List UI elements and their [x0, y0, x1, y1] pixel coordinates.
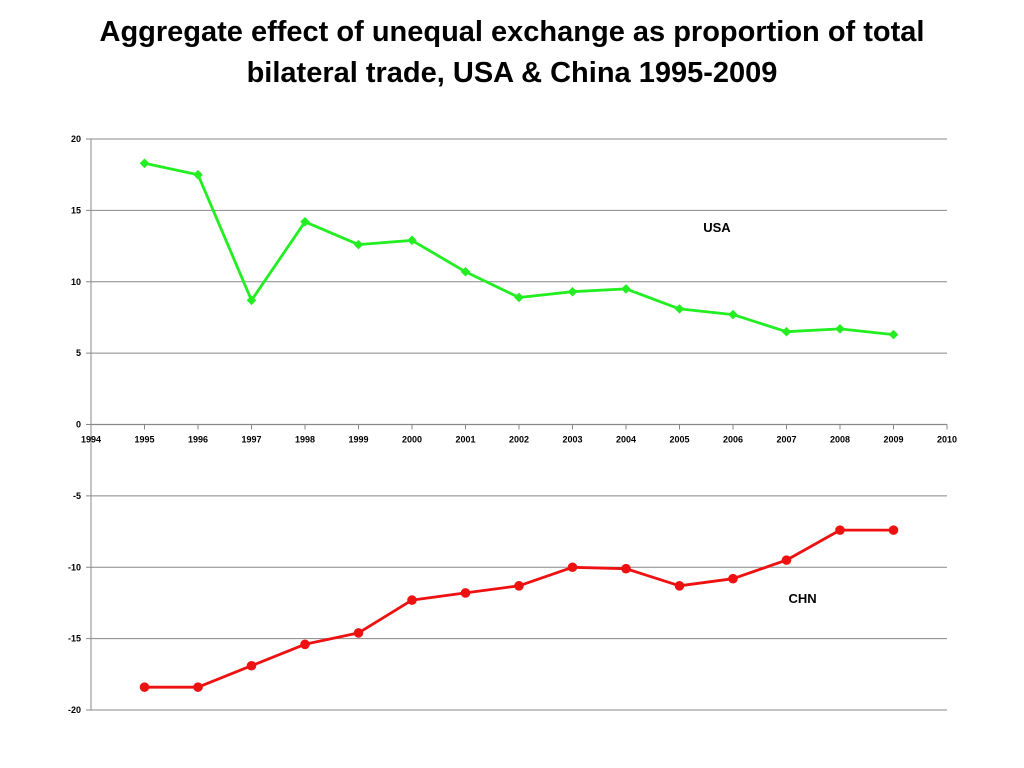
y-tick-label: 20 [71, 134, 81, 144]
x-tick-label: 2004 [616, 435, 636, 445]
x-tick-label: 2007 [776, 435, 796, 445]
data-series [139, 158, 899, 692]
data-point-usa-1997 [246, 295, 257, 306]
data-point-chn-2001 [460, 588, 471, 598]
y-tick-label: -5 [73, 491, 81, 501]
data-point-usa-2003 [567, 286, 578, 297]
data-point-chn-2006 [728, 573, 738, 584]
data-point-chn-2007 [781, 555, 792, 565]
x-tick-label: 2008 [830, 435, 850, 445]
x-tick-label: 2009 [883, 435, 903, 445]
data-point-chn-2008 [835, 525, 845, 535]
data-point-chn-2003 [567, 562, 578, 573]
data-point-chn-1995 [139, 682, 150, 692]
y-tick-label: 0 [76, 420, 81, 430]
data-point-chn-2005 [674, 581, 685, 591]
annotation-chn: CHN [788, 591, 816, 606]
x-tick-label: 2002 [509, 435, 529, 445]
x-tick-label: 1995 [134, 435, 154, 445]
data-point-chn-1996 [193, 682, 203, 692]
data-point-usa-1998 [300, 216, 310, 227]
data-point-usa-2006 [728, 309, 738, 320]
data-point-usa-1999 [353, 239, 364, 250]
data-point-chn-1999 [353, 628, 364, 638]
data-point-chn-1997 [246, 660, 257, 671]
data-point-usa-2001 [460, 266, 471, 277]
annotation-usa: USA [703, 220, 731, 235]
x-tick-label: 2010 [937, 435, 957, 445]
series-line-chn [144, 528, 894, 689]
data-point-chn-1998 [300, 639, 310, 650]
x-tick-label: 1997 [241, 435, 261, 445]
data-point-usa-2005 [674, 304, 685, 314]
chart-title: Aggregate effect of unequal exchange as … [40, 12, 984, 94]
y-tick-label: -10 [68, 562, 81, 572]
x-tick-label: 1996 [188, 435, 208, 445]
series-line-usa [144, 161, 894, 336]
data-point-chn-2002 [514, 581, 524, 591]
data-point-usa-2000 [407, 235, 417, 246]
y-tick-label: 10 [71, 277, 81, 287]
chart-title-line-1: Aggregate effect of unequal exchange as … [99, 16, 925, 48]
data-point-usa-2004 [621, 284, 631, 294]
series-annotations: USA CHN [703, 220, 816, 606]
x-tick-label: 2000 [402, 435, 422, 445]
data-point-chn-2009 [888, 525, 899, 535]
data-point-chn-2000 [407, 595, 417, 605]
data-point-usa-1995 [139, 158, 150, 169]
chart-title-line-2: bilateral trade, USA & China 1995-2009 [246, 57, 778, 89]
y-tick-label: -15 [68, 634, 81, 644]
x-tick-label: 1999 [348, 435, 368, 445]
x-tick-label: 2001 [455, 435, 475, 445]
y-tick-label: -20 [68, 705, 81, 715]
x-tick-labels: 1994 1995 1996 1997 1998 1999 2000 2001 2002 2003… [81, 435, 957, 445]
data-point-usa-2008 [835, 324, 845, 334]
series-usa [139, 158, 899, 340]
series-chn [139, 525, 899, 692]
data-point-usa-2002 [514, 292, 524, 303]
y-tick-label: 15 [71, 205, 81, 215]
data-point-usa-2009 [888, 329, 899, 340]
data-point-usa-2007 [781, 326, 792, 337]
y-tick-labels: 20 15 10 5 0 -5 -10 -15 -20 [68, 134, 81, 715]
x-tick-label: 1994 [81, 435, 101, 445]
y-tick-label: 5 [76, 348, 81, 358]
data-point-chn-2004 [621, 563, 631, 574]
data-point-usa-1996 [193, 169, 203, 180]
x-tick-label: 2003 [562, 435, 582, 445]
x-tick-label: 2005 [669, 435, 689, 445]
x-tick-label: 2006 [723, 435, 743, 445]
axes [86, 138, 948, 711]
x-tick-label: 1998 [295, 435, 315, 445]
